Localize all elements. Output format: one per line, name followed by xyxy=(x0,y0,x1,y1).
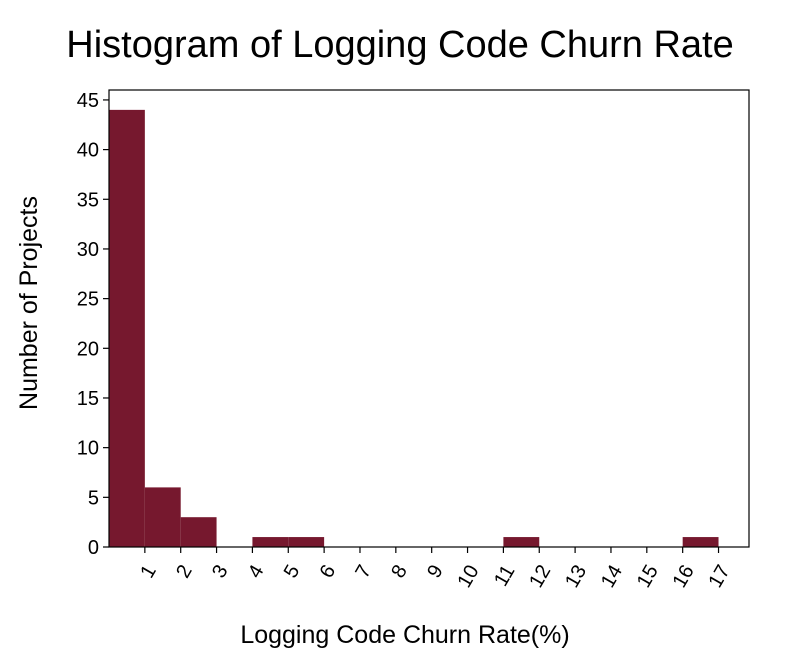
x-tick-label: 1 xyxy=(136,561,161,582)
x-tick-label: 9 xyxy=(423,561,448,582)
x-tick-label: 17 xyxy=(704,561,734,591)
chart-title: Histogram of Logging Code Churn Rate xyxy=(66,24,734,66)
x-tick-label: 4 xyxy=(244,561,269,582)
y-tick-label: 45 xyxy=(77,90,99,112)
y-tick-label: 35 xyxy=(77,189,99,211)
x-tick-label: 13 xyxy=(561,561,591,591)
x-tick-label: 8 xyxy=(387,561,412,582)
histogram-bar-5 xyxy=(252,537,289,547)
x-tick-label: 15 xyxy=(633,561,663,591)
y-tick-label: 20 xyxy=(77,338,99,360)
y-tick-label: 15 xyxy=(77,388,99,410)
x-tick-label: 12 xyxy=(525,561,555,591)
x-tick-label: 5 xyxy=(280,561,305,582)
histogram-bar-3 xyxy=(180,517,217,547)
bars-group xyxy=(109,109,719,547)
x-tick-label: 6 xyxy=(316,561,341,582)
x-tick-label: 3 xyxy=(208,561,233,582)
x-tick-label: 2 xyxy=(172,561,197,582)
x-axis-label: Logging Code Churn Rate(%) xyxy=(240,621,569,649)
x-axis: 1 2 3 4 5 6 7 8 9 10 11 12 13 14 15 16 17 xyxy=(136,547,735,592)
histogram-bar-6 xyxy=(288,537,325,547)
y-axis-label: Number of Projects xyxy=(15,196,43,410)
histogram-bar-12 xyxy=(503,537,540,547)
y-tick-label: 5 xyxy=(88,487,99,509)
x-tick-label: 7 xyxy=(351,561,376,582)
histogram-bar-1 xyxy=(109,109,145,547)
x-tick-label: 16 xyxy=(669,561,699,591)
x-tick-label: 10 xyxy=(453,561,483,591)
x-tick-label: 14 xyxy=(597,561,627,591)
y-axis: 0 5 10 15 20 25 30 35 40 45 xyxy=(77,90,109,559)
y-tick-label: 0 xyxy=(88,537,99,559)
plot-frame xyxy=(108,89,750,548)
histogram-bar-2 xyxy=(144,487,181,547)
y-tick-label: 25 xyxy=(77,289,99,311)
histogram-bar-17 xyxy=(682,537,719,547)
y-tick-label: 10 xyxy=(77,438,99,460)
y-tick-label: 30 xyxy=(77,239,99,261)
y-tick-label: 40 xyxy=(77,140,99,162)
x-tick-label: 11 xyxy=(490,561,519,590)
